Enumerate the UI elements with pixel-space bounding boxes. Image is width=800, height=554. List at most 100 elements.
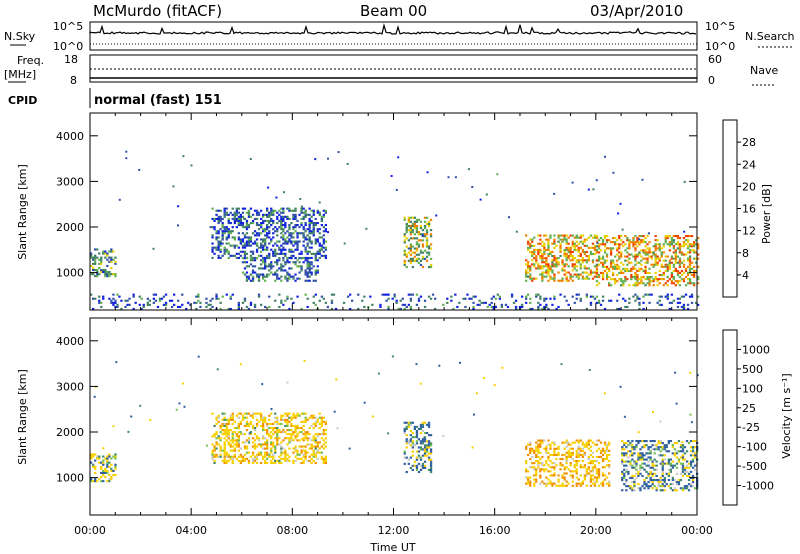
data-cell — [563, 484, 566, 487]
data-cell — [409, 261, 412, 264]
data-cell — [249, 207, 253, 210]
data-cell — [636, 269, 639, 272]
data-cell — [563, 295, 566, 298]
data-cell — [288, 232, 291, 235]
data-cell — [541, 307, 544, 310]
data-cell — [272, 250, 275, 253]
data-cell — [270, 427, 273, 430]
data-cell — [662, 259, 665, 262]
data-cell — [650, 280, 653, 283]
data-cell — [235, 414, 238, 417]
data-cell — [102, 480, 105, 483]
data-cell — [663, 444, 666, 447]
data-cell — [162, 295, 166, 298]
data-cell — [280, 275, 283, 278]
data-cell — [413, 220, 416, 223]
data-cell — [589, 269, 593, 272]
data-cell — [272, 254, 275, 257]
data-cell — [569, 464, 572, 467]
data-cell — [529, 238, 532, 241]
data-cell — [670, 237, 673, 240]
data-cell — [253, 429, 257, 432]
data-cell — [409, 434, 412, 437]
data-cell — [170, 299, 174, 302]
data-cell — [665, 444, 668, 447]
data-cell — [241, 224, 245, 227]
data-cell — [251, 279, 255, 282]
data-cell — [671, 460, 674, 463]
data-cell — [294, 215, 297, 218]
data-cell — [425, 440, 429, 443]
data-cell — [243, 273, 247, 276]
data-cell — [266, 248, 269, 251]
data-cell — [621, 462, 624, 465]
data-cell — [610, 241, 613, 244]
data-cell — [529, 482, 532, 485]
data-cell — [547, 439, 550, 442]
data-cell — [571, 265, 574, 268]
data-cell — [652, 251, 655, 254]
data-cell — [427, 444, 431, 447]
data-cell — [660, 247, 663, 250]
data-cell — [427, 425, 431, 428]
data-cell — [114, 262, 117, 265]
data-cell — [314, 217, 317, 220]
data-cell — [525, 462, 528, 465]
data-cell — [641, 474, 644, 477]
power-colorbar-tick-label: 24 — [742, 158, 756, 171]
data-cell — [658, 295, 661, 298]
data-cell — [597, 447, 601, 450]
data-cell — [312, 301, 315, 304]
data-cell — [674, 280, 677, 283]
data-cell — [264, 453, 267, 456]
data-cell — [631, 466, 634, 469]
data-cell — [573, 244, 576, 247]
data-cell — [482, 376, 485, 379]
data-cell — [93, 395, 96, 398]
data-cell — [535, 445, 538, 448]
data-cell — [280, 301, 283, 304]
data-cell — [589, 480, 593, 483]
data-cell — [211, 242, 214, 245]
data-cell — [421, 229, 425, 232]
data-cell — [415, 227, 419, 230]
data-cell — [695, 243, 698, 246]
data-cell — [304, 279, 307, 282]
data-cell — [260, 224, 263, 227]
data-cell — [308, 459, 311, 462]
data-cell — [409, 249, 412, 252]
data-cell — [543, 261, 546, 264]
data-cell — [255, 445, 259, 448]
data-cell — [587, 472, 590, 475]
data-cell — [349, 307, 352, 310]
data-cell — [614, 237, 617, 240]
data-cell — [661, 470, 664, 473]
data-cell — [585, 259, 588, 262]
data-cell — [533, 236, 536, 239]
data-cell — [264, 263, 267, 266]
data-cell — [270, 217, 273, 220]
data-cell — [608, 239, 611, 242]
data-cell — [456, 305, 459, 308]
data-cell — [559, 248, 562, 251]
data-cell — [294, 424, 297, 427]
data-cell — [657, 440, 660, 443]
data-cell — [415, 220, 419, 223]
data-cell — [312, 453, 315, 456]
data-cell — [571, 275, 574, 278]
data-cell — [255, 211, 259, 214]
data-cell — [581, 443, 584, 446]
data-cell — [560, 363, 563, 366]
data-cell — [605, 255, 609, 258]
data-cell — [573, 267, 576, 270]
data-cell — [686, 271, 690, 274]
data-cell — [660, 265, 663, 268]
data-cell — [577, 478, 580, 481]
data-cell — [241, 226, 245, 229]
data-cell — [363, 305, 366, 308]
data-cell — [620, 239, 623, 242]
data-cell — [674, 257, 677, 260]
data-cell — [243, 447, 247, 450]
data-cell — [565, 445, 568, 448]
data-cell — [318, 213, 321, 216]
